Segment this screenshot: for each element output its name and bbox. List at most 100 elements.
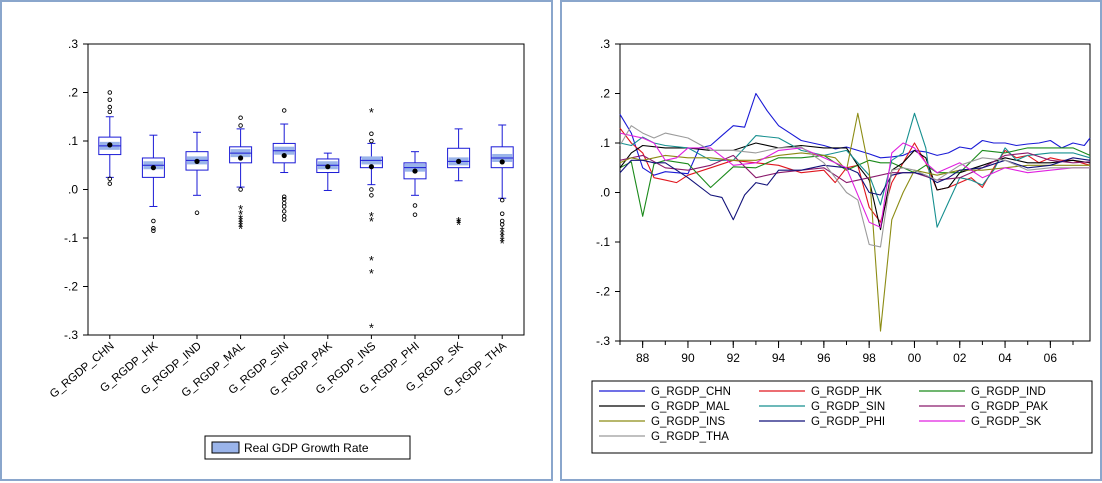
- legend-label: G_RGDP_HK: [811, 386, 882, 398]
- box-g-rgdp-ins: ******: [359, 105, 383, 336]
- near-outlier: [238, 115, 243, 120]
- box-g-rgdp-sk: ***: [447, 128, 471, 232]
- near-outlier: [107, 181, 113, 186]
- far-outlier: *: [456, 215, 461, 230]
- near-outlier: [281, 108, 287, 113]
- near-outlier: [107, 90, 113, 95]
- y-tick-label: .1: [68, 134, 78, 148]
- legend-label: G_RGDP_SK: [971, 416, 1042, 428]
- near-outlier: [238, 123, 243, 128]
- far-outlier: *: [369, 105, 374, 120]
- near-outlier: [107, 97, 113, 103]
- x-tick-label: 00: [908, 351, 922, 365]
- far-outlier: *: [369, 253, 374, 268]
- near-outlier: [151, 218, 156, 224]
- x-tick-label: 02: [953, 351, 967, 365]
- x-tick-label: 96: [817, 351, 831, 365]
- box-g-rgdp-phi: [403, 151, 427, 217]
- series-line-g-rgdp-phi: [619, 157, 1091, 221]
- x-tick-label: 04: [998, 351, 1012, 365]
- legend: Real GDP Growth Rate: [204, 435, 411, 460]
- boxplot-panel: .3.2.1.0 -.1 -.2 -.3 G_RGDP_CHN G_RGDP_HK G_RG…: [0, 0, 553, 481]
- far-outlier: *: [369, 209, 374, 224]
- plot-frame: [619, 43, 1091, 342]
- legend-label: G_RGDP_INS: [651, 416, 725, 428]
- near-outlier: [369, 187, 374, 192]
- far-outlier: *: [238, 207, 243, 222]
- far-outlier: *: [500, 236, 505, 251]
- legend-label: Real GDP Growth Rate: [244, 441, 369, 455]
- near-outlier: [238, 187, 243, 192]
- x-tick-label: 94: [772, 351, 786, 365]
- far-outlier: *: [500, 233, 505, 248]
- near-outlier: [499, 197, 505, 203]
- series-line-g-rgdp-tha: [619, 125, 1090, 248]
- far-outlier: *: [456, 217, 461, 232]
- series-line-g-rgdp-sk: [619, 132, 1090, 228]
- near-outlier: [107, 176, 113, 182]
- y-tick-label: .1: [600, 136, 610, 150]
- legend-label: G_RGDP_MAL: [651, 401, 730, 413]
- near-outlier: [281, 196, 287, 202]
- box-g-rgdp-chn: [98, 90, 122, 186]
- near-outlier: [107, 109, 113, 115]
- legend-swatch: [211, 441, 240, 454]
- box-g-rgdp-mal: *******: [229, 115, 253, 236]
- far-outlier: *: [238, 216, 243, 231]
- near-outlier: [281, 217, 287, 222]
- far-outlier: *: [369, 321, 374, 336]
- mean-point: [499, 159, 505, 165]
- legend-label: G_RGDP_PAK: [971, 401, 1048, 413]
- x-tick-label: 90: [681, 351, 695, 365]
- box-g-rgdp-sin: [272, 108, 296, 222]
- far-outlier: *: [238, 202, 243, 217]
- y-tick-label: -.1: [596, 235, 610, 249]
- y-tick-label: .0: [600, 186, 610, 200]
- line-chart-panel: .3 .2 .1 .0 -.1 -.2 -.3 88 90 92 94 96 98 00 02 04 06 G_R…: [560, 0, 1102, 481]
- x-tick-label: 92: [727, 351, 741, 365]
- y-tick-label: -.2: [596, 285, 610, 299]
- mean-point: [456, 158, 462, 164]
- box-g-rgdp-pak: [316, 152, 340, 191]
- near-outlier: [194, 210, 200, 216]
- far-outlier: *: [369, 266, 374, 281]
- y-tick-label: .2: [600, 87, 610, 101]
- near-outlier: [369, 131, 374, 136]
- mean-point: [412, 168, 418, 174]
- series-line-g-rgdp-hk: [619, 127, 1091, 223]
- series-line-g-rgdp-mal: [619, 142, 1091, 231]
- far-outlier: *: [369, 214, 374, 229]
- near-outlier: [369, 193, 374, 198]
- y-tick-label: .2: [68, 86, 78, 100]
- y-tick-label: -.3: [64, 328, 78, 342]
- near-outlier: [369, 138, 374, 144]
- far-outlier: *: [500, 230, 505, 245]
- legend-label: G_RGDP_SIN: [811, 401, 885, 413]
- x-tick-label: 98: [862, 351, 876, 365]
- y-tick-label: -.2: [64, 280, 78, 294]
- box-g-rgdp-ind: [185, 131, 209, 216]
- y-tick-label: -.3: [596, 334, 610, 348]
- legend-label: G_RGDP_PHI: [811, 416, 885, 428]
- near-outlier: [281, 204, 287, 209]
- y-tick-label: .0: [68, 183, 78, 197]
- mean-point: [194, 158, 200, 164]
- near-outlier: [412, 212, 418, 217]
- far-outlier: *: [238, 214, 243, 229]
- y-tick-label: .3: [68, 37, 78, 51]
- far-outlier: *: [238, 219, 243, 234]
- legend-label: G_RGDP_THA: [651, 431, 729, 443]
- near-outlier: [151, 226, 156, 231]
- mean-point: [238, 155, 244, 161]
- boxplot-chart: .3.2.1.0-.1-.2-.3G_RGDP_CHNG_RGDP_HKG_RG…: [48, 37, 525, 460]
- legend-box: [591, 380, 1093, 454]
- far-outlier: *: [500, 224, 505, 239]
- line-chart: .3 .2 .1 .0 -.1 -.2 -.3 88 90 92 94 96 98 00 02 04 06 G_R…: [591, 37, 1093, 454]
- x-tick-label: 06: [1044, 351, 1058, 365]
- near-outlier: [107, 104, 113, 110]
- near-outlier: [281, 194, 287, 200]
- far-outlier: *: [456, 214, 461, 229]
- far-outlier: *: [238, 221, 243, 236]
- box-g-rgdp-tha: *****: [490, 124, 514, 251]
- near-outlier: [499, 211, 505, 216]
